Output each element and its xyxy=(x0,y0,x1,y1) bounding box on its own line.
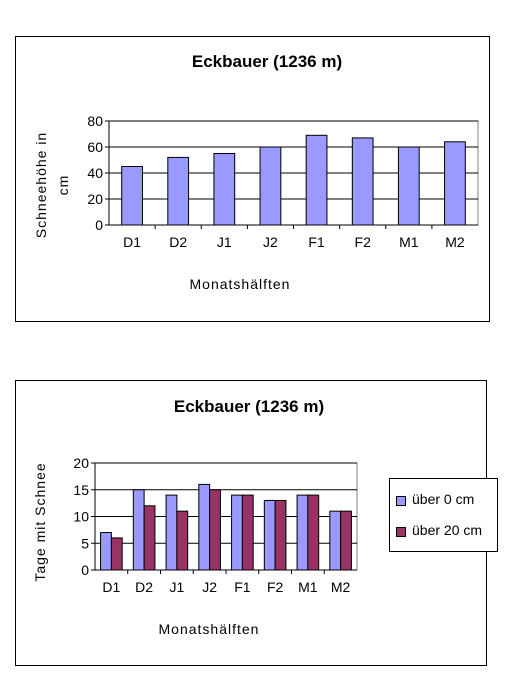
x-tick-label: D2 xyxy=(135,579,153,595)
bar-D2-series-2 xyxy=(143,505,156,571)
bar-M2-series-1 xyxy=(444,141,466,226)
bar-F2-series-1 xyxy=(351,137,374,226)
chart-snow-days: Eckbauer (1236 m) Monatshälften Tage mit… xyxy=(15,380,498,666)
y-tick-label: 0 xyxy=(95,217,103,233)
bar-J1-series-1 xyxy=(165,494,178,571)
bar-D2-series-1 xyxy=(167,156,190,226)
x-tick-label: M2 xyxy=(331,579,351,595)
chart-snow-depth: Eckbauer (1236 m) Monatshälften Schneehö… xyxy=(15,36,490,322)
x-tick-label: J2 xyxy=(263,234,278,250)
bar-J2-series-2 xyxy=(209,489,221,571)
bar-F1-series-1 xyxy=(231,494,243,571)
x-tick-label: F2 xyxy=(267,579,284,595)
bar-M2-series-2 xyxy=(340,510,352,571)
y-tick-label: 5 xyxy=(81,535,89,551)
bar-F1-series-1 xyxy=(305,134,328,226)
legend-label-series-2: über 20 cm xyxy=(412,522,483,538)
bar-F1-series-2 xyxy=(241,494,254,571)
x-tick-label: D1 xyxy=(123,234,141,250)
chart-snow-days-svg: Eckbauer (1236 m) Monatshälften Tage mit… xyxy=(32,397,358,637)
bar-D2-series-1 xyxy=(132,489,145,571)
bar-M1-series-1 xyxy=(397,146,420,226)
legend-swatch-series-2 xyxy=(396,527,406,537)
y-tick-label: 20 xyxy=(87,191,103,207)
legend-label-series-1: über 0 cm xyxy=(412,491,475,507)
bar-F2-series-2 xyxy=(274,499,287,571)
y-tick-label: 40 xyxy=(87,165,103,181)
chart-title: Eckbauer (1236 m) xyxy=(192,52,342,71)
x-tick-label: M2 xyxy=(445,234,465,250)
x-tick-label: F1 xyxy=(234,579,251,595)
y-tick-label: 15 xyxy=(73,482,89,498)
x-tick-label: D1 xyxy=(102,579,120,595)
y-tick-label: 80 xyxy=(87,113,103,129)
x-tick-label: J1 xyxy=(217,234,232,250)
bar-M1-series-2 xyxy=(307,494,320,571)
x-tick-label: F1 xyxy=(308,234,325,250)
x-tick-label: F2 xyxy=(355,234,372,250)
bar-J2-series-1 xyxy=(198,483,211,571)
x-tick-label: M1 xyxy=(298,579,318,595)
chart-title: Eckbauer (1236 m) xyxy=(174,397,324,416)
bar-M2-series-1 xyxy=(329,510,342,571)
x-axis-label: Monatshälften xyxy=(159,621,260,637)
chart-legend: über 0 cm über 20 cm xyxy=(389,478,498,552)
x-tick-label: J2 xyxy=(202,579,217,595)
bar-D1-series-1 xyxy=(121,166,143,226)
y-axis-label: Tage mit Schnee xyxy=(32,462,48,581)
y-axis-label-line2: cm xyxy=(55,175,71,196)
bar-D1-series-2 xyxy=(110,537,123,571)
y-tick-label: 20 xyxy=(73,455,89,471)
bar-J1-series-1 xyxy=(213,153,236,226)
y-tick-label: 60 xyxy=(87,139,103,155)
y-axis-label-line1: Schneehöhe in xyxy=(33,132,49,238)
x-tick-label: J1 xyxy=(169,579,184,595)
y-tick-label: 0 xyxy=(81,562,89,578)
bar-J2-series-1 xyxy=(259,146,282,226)
bar-F2-series-1 xyxy=(263,499,276,571)
x-tick-label: M1 xyxy=(399,234,419,250)
y-tick-label: 10 xyxy=(73,509,89,525)
bar-D1-series-1 xyxy=(100,532,112,571)
x-tick-label: D2 xyxy=(169,234,187,250)
bar-J1-series-2 xyxy=(176,510,189,571)
legend-swatch-series-1 xyxy=(396,496,406,506)
x-axis-label: Monatshälften xyxy=(190,276,291,292)
bar-M1-series-1 xyxy=(296,494,309,571)
chart-snow-depth-svg: Eckbauer (1236 m) Monatshälften Schneehö… xyxy=(33,52,479,292)
